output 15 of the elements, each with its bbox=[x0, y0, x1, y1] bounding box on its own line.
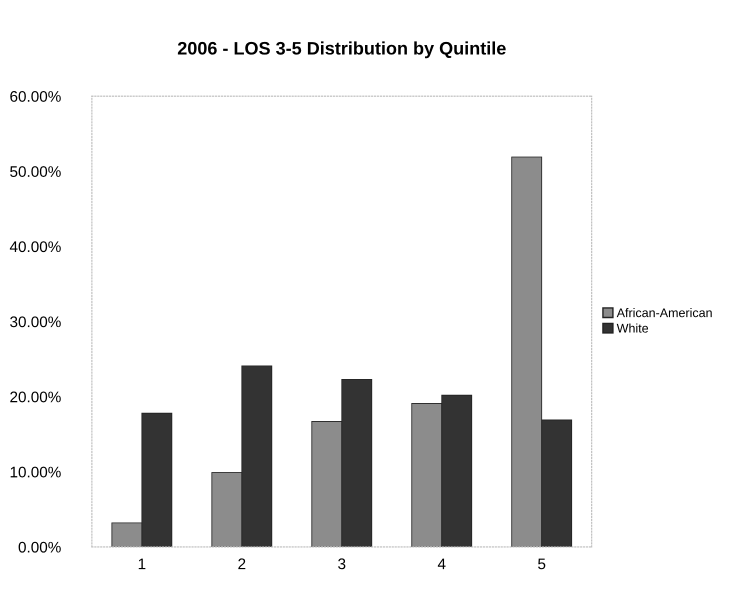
chart-title: 2006 - LOS 3-5 Distribution by Quintile bbox=[178, 41, 506, 58]
y-tick-label: 30.00% bbox=[10, 316, 61, 328]
y-tick-label: 0.00% bbox=[18, 542, 61, 553]
legend-label: White bbox=[616, 323, 648, 333]
y-tick-label: 20.00% bbox=[10, 392, 61, 402]
y-tick-label: 40.00% bbox=[10, 241, 61, 252]
x-tick-label: 1 bbox=[138, 558, 146, 570]
x-tick-label: 3 bbox=[338, 558, 346, 570]
y-tick-label: 10.00% bbox=[10, 466, 61, 478]
y-tick-label: 50.00% bbox=[10, 166, 61, 177]
x-tick-label: 4 bbox=[438, 558, 446, 570]
x-tick-label: 5 bbox=[538, 558, 546, 570]
legend-label: African-American bbox=[616, 308, 712, 318]
x-tick-label: 2 bbox=[238, 558, 246, 570]
y-tick-label: 60.00% bbox=[10, 91, 61, 102]
